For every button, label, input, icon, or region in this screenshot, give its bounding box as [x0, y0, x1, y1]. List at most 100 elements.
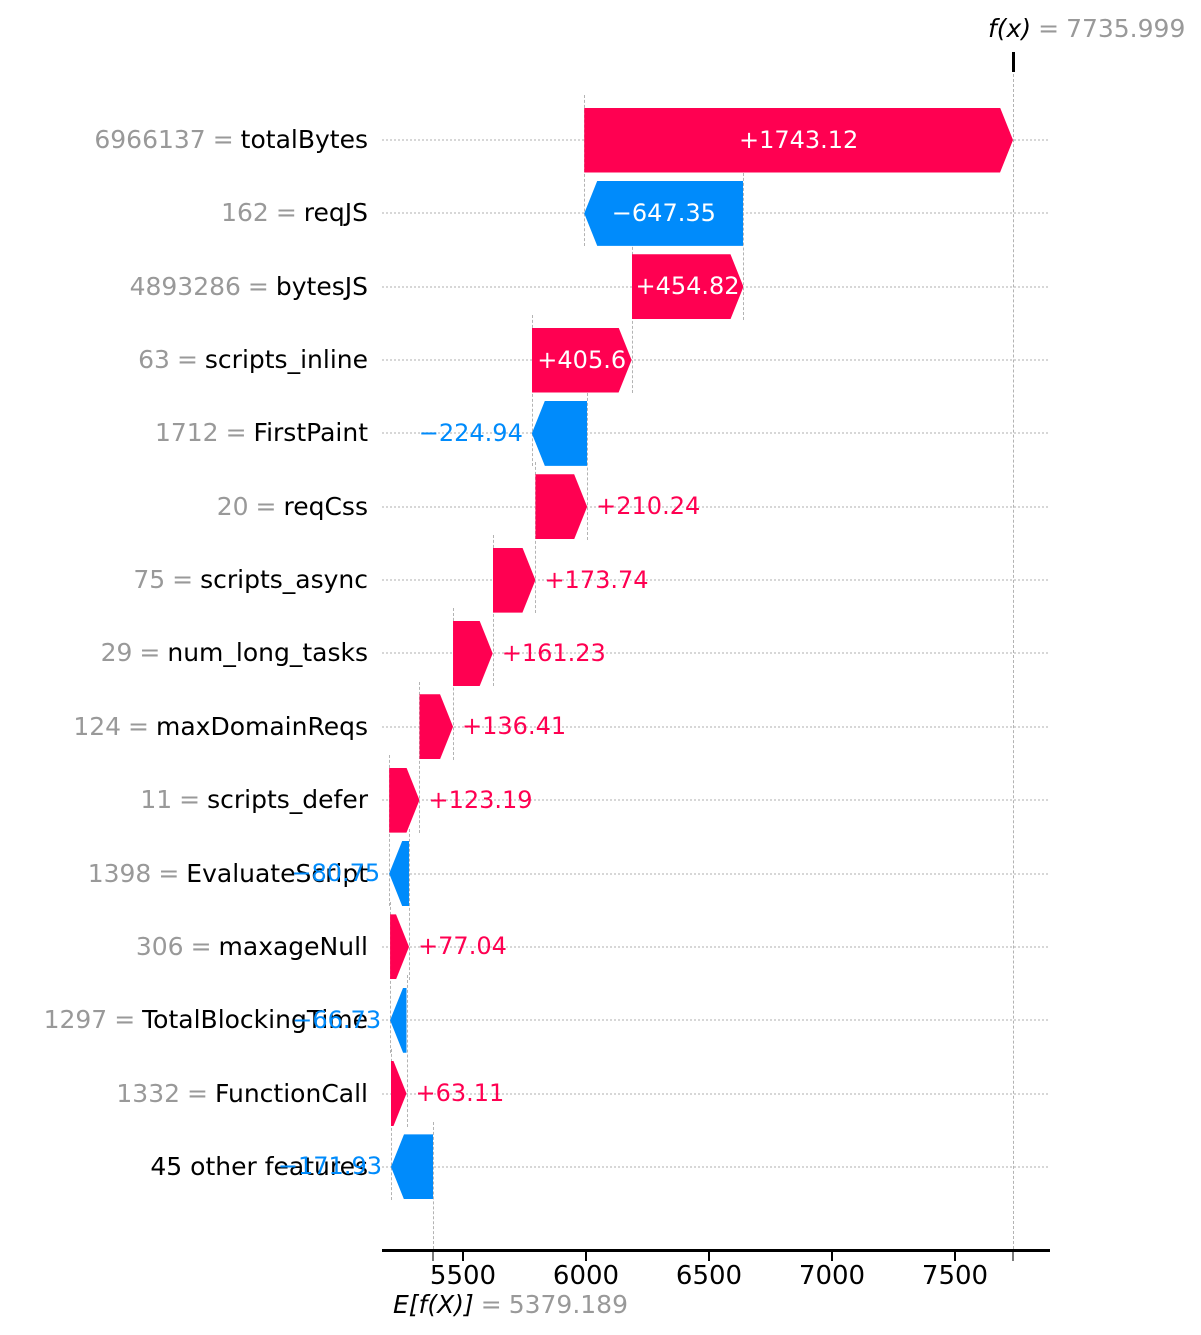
bar-value-label: +77.04 — [418, 932, 507, 961]
gridline — [382, 945, 1048, 948]
bar-value-label: +210.24 — [596, 492, 701, 521]
feature-label: 75 = scripts_async — [133, 562, 368, 598]
feature-label: 1398 = EvaluateScript — [88, 856, 368, 892]
gridline — [382, 872, 1048, 875]
row-connector — [409, 828, 411, 980]
feature-value: 162 — [221, 198, 269, 228]
x-tick-label: 5500 — [429, 1261, 497, 1291]
feature-label: 11 = scripts_defer — [140, 782, 368, 818]
shap-bar-positive — [493, 548, 536, 613]
feature-label: 124 = maxDomainReqs — [73, 709, 368, 745]
fx-top-tick — [1011, 52, 1015, 72]
equals-sign: = — [114, 1005, 136, 1035]
fx-dashed-line — [1013, 74, 1015, 1249]
shap-bar-negative — [390, 987, 407, 1053]
feature-name: 45 other features — [150, 1151, 368, 1181]
shap-bar-negative — [584, 180, 744, 246]
row-connector — [743, 168, 745, 320]
x-tick — [954, 1252, 956, 1261]
shap-bar-negative — [390, 1134, 434, 1200]
equals-sign: = — [255, 491, 277, 521]
feature-value: 63 — [138, 345, 170, 375]
gridline — [382, 1165, 1048, 1168]
feature-value: 75 — [133, 565, 166, 595]
bar-value-label: +161.23 — [501, 638, 606, 667]
bar-value-label: −80.75 — [291, 859, 381, 887]
shap-bar-positive — [391, 1061, 407, 1126]
feature-name: maxageNull — [218, 931, 368, 961]
shap-bar-positive — [453, 621, 493, 686]
bar-value-label: +63.11 — [415, 1079, 505, 1108]
bar-value-label: +405.6 — [537, 345, 627, 374]
fx-annotation: f(x) = 7735.999 — [988, 14, 1185, 43]
gridline — [382, 725, 1048, 728]
bar-value-label: +1743.12 — [738, 125, 859, 154]
row-connector — [587, 388, 589, 540]
feature-label: 1297 = TotalBlockingTime — [44, 1002, 368, 1038]
x-tick — [462, 1252, 464, 1261]
x-tick-label: 6000 — [552, 1261, 620, 1291]
feature-name: TotalBlockingTime — [142, 1005, 368, 1035]
feature-name: reqJS — [303, 198, 368, 228]
bar-value-label: +173.74 — [544, 565, 649, 594]
shap-bar-positive — [532, 328, 632, 393]
gridline — [382, 1019, 1048, 1022]
equals-sign: = — [225, 418, 247, 448]
feature-label: 162 = reqJS — [221, 195, 368, 231]
x-tick-label: 7500 — [921, 1261, 989, 1291]
bar-value-label: +136.41 — [462, 712, 567, 741]
equals-sign: = — [176, 345, 198, 375]
equals-sign: = — [190, 931, 212, 961]
shap-bar-positive — [584, 108, 1013, 173]
gridline — [382, 579, 1048, 582]
equals-sign: = — [158, 858, 180, 888]
x-tick-label: 7000 — [798, 1261, 866, 1291]
base-dashed-line — [433, 1121, 435, 1249]
base-prefix: E[f(X)] — [393, 1290, 474, 1319]
bar-value-label: −171.93 — [277, 1152, 382, 1181]
feature-name: FirstPaint — [253, 418, 368, 448]
equals-sign: = — [139, 638, 161, 668]
shap-bar-positive — [632, 254, 744, 319]
feature-value: 306 — [135, 931, 184, 961]
bar-value-label: −224.94 — [418, 418, 523, 447]
feature-value: 4893286 — [129, 271, 241, 301]
x-tick — [831, 1252, 833, 1261]
base-axis-tick — [432, 1252, 435, 1261]
feature-name: num_long_tasks — [167, 638, 368, 668]
feature-name: maxDomainReqs — [156, 711, 368, 741]
bar-value-label: +123.19 — [428, 785, 533, 814]
feature-label: 20 = reqCss — [217, 489, 368, 525]
gridline — [382, 359, 1048, 362]
equals-sign: = — [212, 125, 234, 154]
row-connector — [406, 975, 408, 1127]
feature-value: 1712 — [154, 418, 219, 448]
gridline — [382, 432, 1048, 435]
feature-value: 1297 — [43, 1005, 108, 1035]
feature-name: totalBytes — [240, 125, 368, 154]
feature-label: 6966137 = totalBytes — [94, 122, 368, 158]
shap-bar-negative — [389, 841, 410, 906]
bar-value-label: +454.82 — [635, 272, 740, 301]
feature-name: scripts_defer — [207, 785, 368, 815]
fx-equals-sign: = — [1038, 14, 1060, 43]
feature-label: 306 = maxageNull — [136, 929, 368, 965]
shap-bar-negative — [531, 400, 588, 466]
fx-value: 7735.999 — [1066, 14, 1186, 43]
feature-label: 4893286 = bytesJS — [130, 269, 368, 305]
x-tick — [708, 1252, 710, 1261]
gridline — [382, 505, 1048, 508]
feature-name: bytesJS — [275, 271, 368, 301]
equals-sign: = — [187, 1078, 208, 1108]
feature-value: 11 — [140, 785, 173, 815]
feature-label: 29 = num_long_tasks — [101, 635, 368, 671]
feature-name: scripts_inline — [204, 345, 368, 375]
fx-axis-tick — [1012, 1252, 1015, 1261]
feature-label: 63 = scripts_inline — [138, 342, 368, 378]
equals-sign: = — [172, 565, 194, 595]
feature-value: 6966137 — [94, 125, 206, 154]
fx-prefix: f(x) — [988, 14, 1032, 43]
x-tick-label: 6500 — [675, 1261, 743, 1291]
feature-label: 1712 = FirstPaint — [155, 415, 368, 451]
